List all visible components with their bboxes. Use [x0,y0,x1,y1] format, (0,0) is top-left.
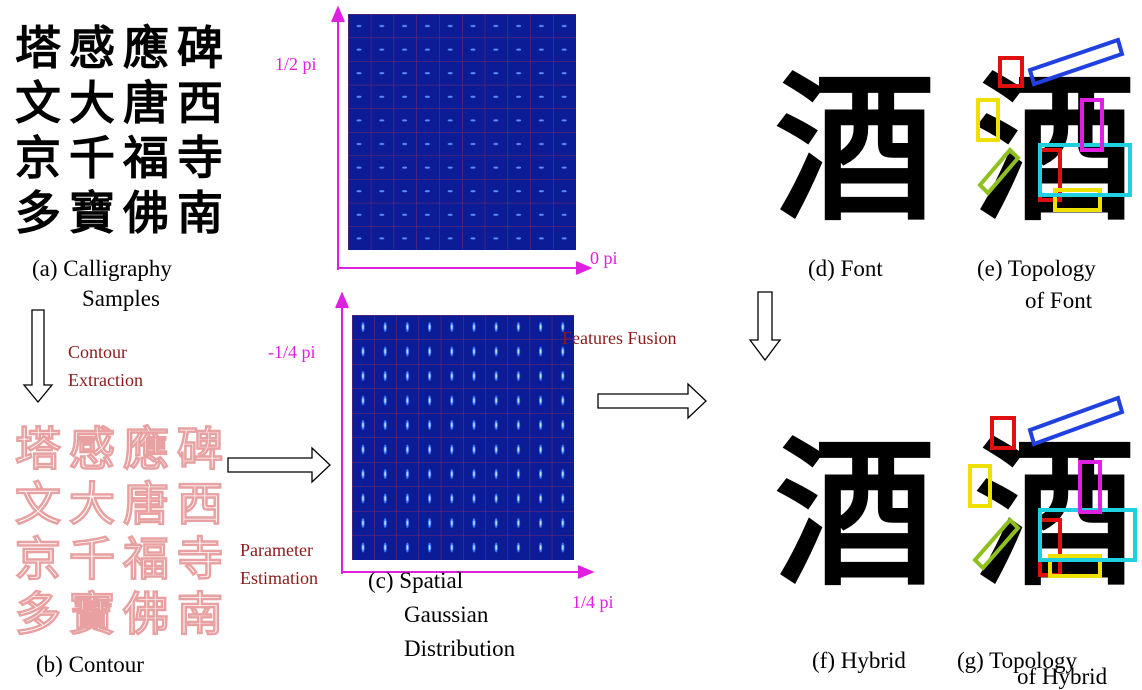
hybrid-glyph: 酒 [775,420,935,608]
character: 唐 [123,76,169,130]
contour-character: 寺 [177,532,223,586]
caption: (b) Contour [36,652,144,677]
step-label: Parameter [240,540,313,560]
contour-character: 塔 [15,422,62,476]
arrow [750,292,780,360]
axis-label: -1/4 pi [268,342,316,362]
character: 寺 [177,131,223,185]
contour-character: 京 [15,532,61,586]
character: 千 [69,131,115,185]
character: 多 [15,186,61,240]
axis-label: 0 pi [590,248,618,268]
contour-character: 唐 [123,477,169,531]
character: 應 [123,21,169,75]
character: 碑 [177,21,223,75]
caption: Distribution [404,636,516,661]
caption: Samples [82,286,160,311]
figure: 塔感應碑文大唐西京千福寺多寶佛南 (a) Calligraphy Samples… [0,0,1142,690]
caption: (a) Calligraphy [32,256,172,281]
character: 文 [15,76,61,130]
contour-character: 千 [69,532,115,586]
character: 南 [177,186,223,240]
character: 寶 [69,186,115,240]
contour-character: 西 [177,477,223,531]
step-label: Features Fusion [562,328,677,348]
contour-character: 佛 [122,587,169,641]
heatmap [352,315,574,560]
axis-label: 1/2 pi [275,54,317,74]
character: 佛 [122,186,169,240]
contour-character: 文 [15,477,61,531]
arrow [228,448,330,482]
caption: of Hybrid [1017,664,1108,689]
arrow [24,310,52,402]
caption: (f) Hybrid [812,648,906,673]
character: 西 [177,76,223,130]
contour-character: 福 [122,532,169,586]
contour-character: 寶 [69,587,115,641]
arrow [598,384,706,418]
step-label: Estimation [240,568,318,588]
character: 塔 [15,21,62,75]
contour-character: 多 [15,587,61,641]
caption: (e) Topology [977,256,1096,281]
caption: (c) Spatial [368,568,463,593]
caption: of Font [1025,288,1093,313]
contour-character: 南 [177,587,223,641]
character: 福 [122,131,169,185]
contour-character: 大 [69,477,115,531]
contour-samples: 塔感應碑文大唐西京千福寺多寶佛南 [15,422,223,641]
step-label: Extraction [68,370,143,390]
character: 京 [15,131,61,185]
character: 大 [69,76,115,130]
caption: (d) Font [808,256,883,281]
contour-character: 感 [69,422,115,476]
heatmap [348,14,576,250]
calligraphy-samples: 塔感應碑文大唐西京千福寺多寶佛南 [15,21,223,240]
contour-character: 碑 [177,422,223,476]
contour-character: 應 [123,422,169,476]
caption: Gaussian [404,602,489,627]
axis-label: 1/4 pi [572,592,614,612]
font-glyph: 酒 [775,55,935,243]
step-label: Contour [68,342,127,362]
character: 感 [69,21,115,75]
